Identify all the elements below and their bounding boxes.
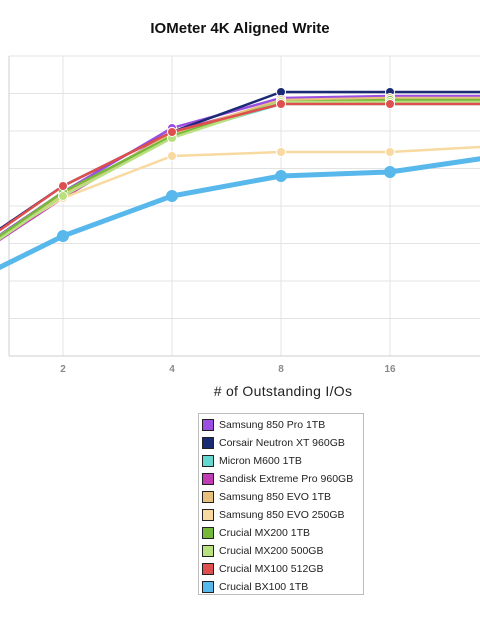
legend-label: Micron M600 1TB [219, 455, 302, 467]
legend-label: Crucial MX100 512GB [219, 563, 324, 575]
data-point [276, 99, 286, 109]
legend-item: Crucial MX200 500GB [202, 542, 360, 560]
legend-item: Corsair Neutron XT 960GB [202, 434, 360, 452]
legend-swatch [202, 437, 214, 449]
legend-swatch [202, 473, 214, 485]
series-lines [0, 87, 480, 271]
data-point [385, 99, 395, 109]
legend-swatch [202, 581, 214, 593]
legend-swatch [202, 563, 214, 575]
data-point [166, 190, 178, 202]
legend-label: Samsung 850 EVO 1TB [219, 491, 332, 503]
series-samsung-850-evo-250gb [0, 145, 480, 238]
data-point [57, 230, 69, 242]
legend-item: Crucial MX200 1TB [202, 524, 360, 542]
legend-label: Crucial MX200 500GB [219, 545, 324, 557]
x-tick-label: 16 [384, 364, 396, 375]
legend-item: Sandisk Extreme Pro 960GB [202, 470, 360, 488]
x-tick-label: 8 [278, 364, 284, 375]
data-point [275, 170, 287, 182]
data-point [276, 147, 286, 157]
legend-label: Corsair Neutron XT 960GB [219, 437, 345, 449]
legend-label: Samsung 850 EVO 250GB [219, 509, 345, 521]
series-crucial-bx100-1tb [0, 156, 480, 271]
legend-item: Samsung 850 EVO 1TB [202, 488, 360, 506]
x-tick-label: 2 [60, 364, 66, 375]
x-tick-labels: 2 4 8 16 [60, 364, 396, 375]
legend-item: Crucial MX100 512GB [202, 560, 360, 578]
series-line [0, 145, 480, 238]
legend-swatch [202, 491, 214, 503]
data-point [167, 151, 177, 161]
legend-swatch [202, 419, 214, 431]
axes [8, 56, 480, 357]
legend: Samsung 850 Pro 1TB Corsair Neutron XT 96… [198, 413, 364, 595]
data-point [58, 191, 68, 201]
series-line [0, 100, 480, 241]
legend-swatch [202, 527, 214, 539]
data-point [384, 166, 396, 178]
series-line [0, 102, 480, 232]
chart-title: IOMeter 4K Aligned Write [150, 20, 330, 37]
legend-item: Samsung 850 EVO 250GB [202, 506, 360, 524]
legend-item: Micron M600 1TB [202, 452, 360, 470]
data-point [385, 147, 395, 157]
data-point [167, 127, 177, 137]
legend-swatch [202, 545, 214, 557]
legend-swatch [202, 509, 214, 521]
data-point [58, 181, 68, 191]
legend-label: Samsung 850 Pro 1TB [219, 419, 326, 431]
legend-item: Crucial BX100 1TB [202, 578, 360, 596]
legend-swatch [202, 455, 214, 467]
legend-label: Sandisk Extreme Pro 960GB [219, 473, 354, 485]
legend-label: Crucial MX200 1TB [219, 527, 311, 539]
series-crucial-mx100-512gb [0, 99, 480, 232]
series-line [0, 156, 480, 271]
legend-item: Samsung 850 Pro 1TB [202, 416, 360, 434]
legend-label: Crucial BX100 1TB [219, 581, 309, 593]
x-axis-label: # of Outstanding I/Os [213, 383, 353, 399]
x-tick-label: 4 [169, 364, 175, 375]
